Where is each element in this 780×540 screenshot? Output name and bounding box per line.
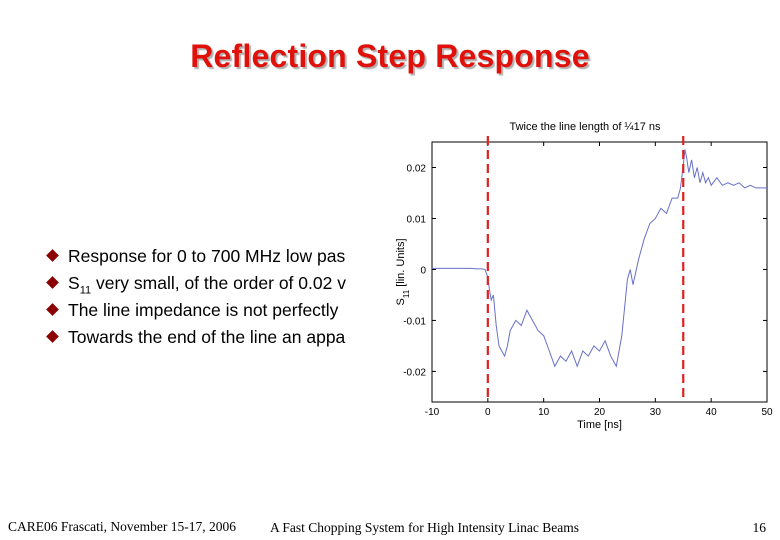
- chart-svg: Twice the line length of ¼17 ns S11 [lin…: [395, 121, 773, 431]
- x-tick-label: -10: [425, 407, 440, 418]
- plot-layer: 0.02 0.01 0 -0.01 -0.02 -10 0 10 20 30 40 50: [403, 136, 773, 418]
- bullet-text-main: S: [68, 273, 80, 293]
- y-tick-label: -0.02: [403, 367, 426, 378]
- chart-annotation: Twice the line length of ¼17 ns: [509, 121, 661, 133]
- footer-talk-title: A Fast Chopping System for High Intensit…: [270, 520, 579, 535]
- x-tick-label: 30: [650, 407, 662, 418]
- x-tick-label: 50: [761, 407, 773, 418]
- plot-frame: [431, 141, 768, 403]
- x-tick-label: 40: [706, 407, 718, 418]
- x-axis-label: Time [ns]: [577, 419, 622, 431]
- reflection-chart: Twice the line length of ¼17 ns S11 [lin…: [392, 112, 780, 442]
- bullet-text: S11 very small, of the order of 0.02 v: [68, 273, 346, 297]
- bullet-text: Response for 0 to 700 MHz low pas: [68, 246, 345, 270]
- x-tick-label: 0: [485, 407, 491, 418]
- diamond-bullet-icon: [46, 276, 59, 289]
- y-axis-label-main: S: [395, 298, 407, 305]
- bullet-text-rest: very small, of the order of 0.02 v: [91, 273, 346, 293]
- slide-title: Reflection Step Response: [190, 38, 590, 74]
- y-axis-label-sub: 11: [402, 289, 411, 298]
- footer-event: CARE06 Frascati, November 15-17, 2006: [8, 519, 236, 534]
- footer-page-number: 16: [752, 520, 767, 535]
- bullet-text-sub: 11: [79, 284, 92, 297]
- y-tick-label: 0.02: [407, 163, 427, 174]
- y-axis-label: S11 [lin. Units]: [395, 238, 411, 305]
- y-tick-label: 0.01: [407, 214, 427, 225]
- x-tick-label: 10: [538, 407, 550, 418]
- y-axis-label-rest: [lin. Units]: [395, 238, 407, 289]
- bullet-text: The line impedance is not perfectly: [68, 300, 338, 324]
- diamond-bullet-icon: [46, 330, 59, 343]
- bullet-text: Towards the end of the line an appa: [68, 327, 345, 351]
- diamond-bullet-icon: [46, 249, 59, 262]
- y-tick-label: -0.01: [403, 316, 426, 327]
- bullet-text-main: Response for 0 to 700 MHz low pas: [68, 246, 346, 266]
- bullet-text-main: Towards the end of the line an appa: [68, 327, 346, 347]
- x-tick-label: 20: [594, 407, 606, 418]
- bullet-text-main: The line impedance is not perfectly: [68, 300, 339, 320]
- diamond-bullet-icon: [46, 303, 59, 316]
- y-tick-label: 0: [420, 265, 426, 276]
- series-line: [432, 149, 767, 368]
